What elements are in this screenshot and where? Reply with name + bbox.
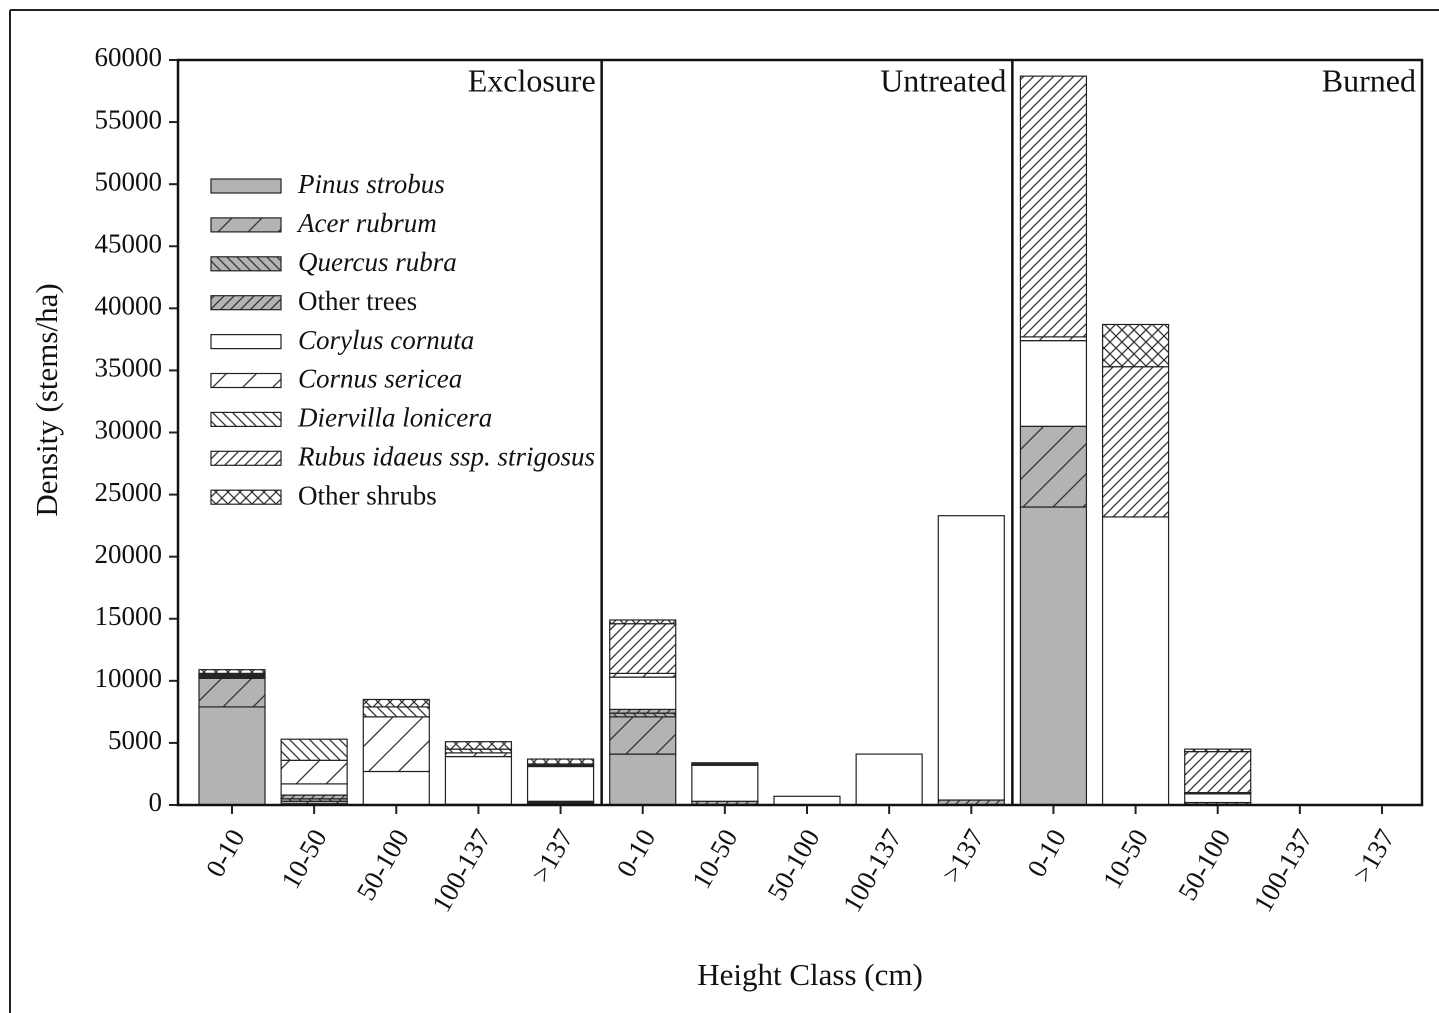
bar-segment [691,762,759,765]
x-tick-label: >137 [936,824,990,887]
bar-segment [609,619,677,625]
bar-segment [280,738,348,761]
y-tick-label: 55000 [95,104,163,134]
x-axis-title: Height Class (cm) [697,957,923,992]
y-tick-label: 10000 [95,663,163,693]
bar-segment [609,623,677,674]
x-tick-label: >137 [1347,824,1401,887]
bar-segment [280,759,348,785]
x-tick-label: 100-137 [1247,824,1318,917]
x-tick-label: 0-10 [611,824,662,882]
bar-segment [444,755,513,805]
bar-segment [362,706,430,718]
x-tick-label: 0-10 [1021,824,1072,882]
bar-segment [362,698,430,708]
y-tick-label: 60000 [95,42,163,72]
bar-segment [609,753,677,806]
x-tick-label: 50-100 [761,824,825,905]
y-tick-label: 0 [149,787,163,817]
legend-label: Pinus strobus [297,169,445,199]
x-tick-label: 50-100 [351,824,415,905]
bar-segment [1019,75,1088,338]
x-tick-label: 10-50 [686,824,743,894]
y-tick-label: 15000 [95,601,163,631]
x-tick-label: 10-50 [275,824,332,894]
legend-swatch [210,334,282,350]
legend-label: Acer rubrum [296,208,437,238]
legend-label: Cornus sericea [298,364,462,394]
legend-swatch [210,372,282,389]
legend-swatch [210,178,282,194]
legend-label: Corylus cornuta [298,325,474,355]
bar-segment [609,676,677,710]
y-tick-label: 50000 [95,166,163,196]
bar-segment [937,515,1005,801]
bar-segment [362,770,430,806]
x-tick-label: 100-137 [426,824,497,917]
y-tick-label: 30000 [95,415,163,445]
legend-label: Other trees [298,286,417,316]
y-tick-label: 25000 [95,477,163,507]
bar-segment [1101,366,1170,518]
bar-segment [526,765,595,802]
bar-segment [198,677,266,708]
bar-segment [198,669,266,674]
legend-swatch [210,217,282,233]
bar-segment [1184,748,1252,753]
panel-label: Burned [1322,62,1416,98]
legend-label: Quercus rubra [298,247,457,277]
y-tick-label: 20000 [95,539,163,569]
bar-segment [362,716,430,773]
bar-segment [444,741,513,750]
bar-segment [526,758,595,765]
plot-frame [176,58,1424,807]
x-tick-label: 0-10 [200,824,251,882]
bar-segment [609,716,677,755]
y-tick-label: 35000 [95,353,163,383]
legend-swatch [210,489,282,505]
x-tick-label: 100-137 [837,824,908,917]
bar-segment [1019,506,1088,806]
bar-segment [280,783,348,796]
legend-label: Other shrubs [298,480,437,510]
bar-segment [1019,425,1088,508]
y-tick-label: 45000 [95,228,163,258]
legend-swatch [210,450,282,466]
bar-segment [691,764,759,802]
legend-swatch [210,256,282,272]
bar-segment [773,795,841,806]
legend-swatch [210,411,282,427]
bar-segment [1184,793,1252,804]
legend-label: Rubus idaeus ssp. strigosus [297,442,595,472]
x-tick-label: 50-100 [1172,824,1236,905]
y-axis-title: Density (stems/ha) [29,283,64,516]
bar-segment [1184,751,1252,794]
x-tick-label: >137 [525,824,579,887]
bar-segment [1101,516,1170,806]
y-tick-label: 40000 [95,291,163,321]
y-tick-label: 5000 [108,725,162,755]
legend-label: Diervilla lonicera [297,403,492,433]
panel-label: Untreated [880,62,1006,98]
bar-segment [1101,323,1170,368]
bar-segment [1019,340,1088,427]
x-tick-label: 10-50 [1097,824,1154,894]
panel-label: Exclosure [468,62,596,98]
legend-swatch [210,295,282,311]
bar-segment [855,753,923,806]
bar-segment [198,706,266,806]
